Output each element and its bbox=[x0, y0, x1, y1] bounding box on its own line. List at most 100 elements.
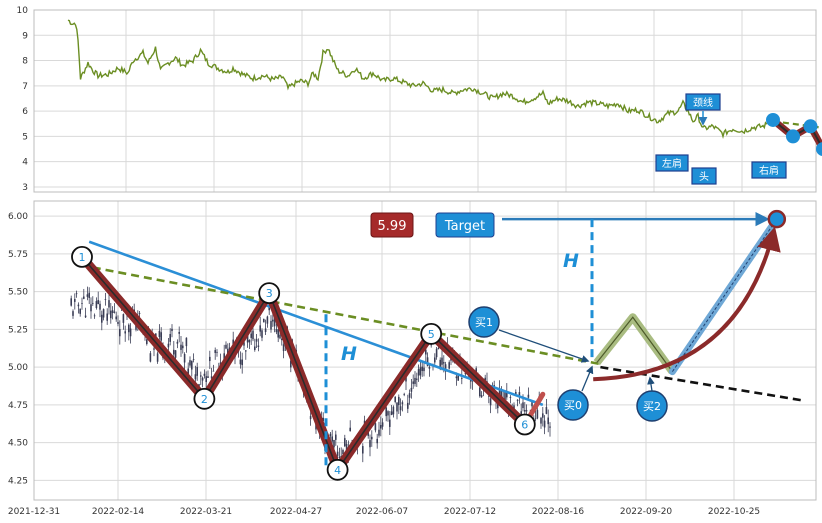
candle-body bbox=[264, 328, 267, 332]
bottom-pattern-lines bbox=[78, 209, 803, 475]
candle-body bbox=[290, 360, 292, 368]
candle-body bbox=[536, 410, 539, 419]
candle-body bbox=[138, 312, 141, 314]
pattern-point-circle bbox=[71, 245, 93, 268]
candle-body bbox=[187, 368, 189, 375]
candle-body bbox=[450, 358, 452, 361]
top-pattern-labels: 颈线 左肩 头 右肩 bbox=[655, 93, 787, 185]
candle-body bbox=[180, 344, 182, 350]
x-tick-label: 2021-12-31 bbox=[8, 507, 60, 517]
left-shoulder-label-box bbox=[655, 154, 689, 172]
candle-body bbox=[338, 456, 341, 458]
candle-body bbox=[443, 362, 445, 364]
price-label: 5.99 bbox=[378, 219, 407, 234]
candle-body bbox=[439, 359, 441, 367]
candle-body bbox=[518, 392, 521, 396]
candle-body bbox=[108, 300, 110, 308]
bottom-y-tick-label: 4.25 bbox=[8, 476, 28, 486]
candle-body bbox=[457, 375, 459, 381]
candle-body bbox=[504, 391, 506, 401]
price-label-box bbox=[370, 212, 414, 238]
pattern-point-label: 4 bbox=[334, 464, 341, 477]
candle-body bbox=[111, 310, 114, 313]
bottom-y-tick-label: 5.00 bbox=[8, 363, 28, 373]
candle-body bbox=[93, 315, 96, 317]
candle-body bbox=[461, 378, 463, 379]
candle-body bbox=[281, 338, 283, 341]
candle-body bbox=[146, 339, 148, 344]
bottom-y-tick-label: 4.50 bbox=[8, 439, 28, 449]
candle-body bbox=[475, 368, 477, 374]
candle-body bbox=[77, 304, 80, 307]
candle-body bbox=[434, 357, 436, 363]
x-tick-label: 2022-09-20 bbox=[620, 507, 673, 517]
candle-body bbox=[396, 402, 398, 412]
pattern-point-circle bbox=[326, 458, 349, 481]
zigzag-core bbox=[81, 256, 526, 472]
candle-body bbox=[178, 331, 180, 334]
candle-body bbox=[333, 439, 335, 448]
candle-body bbox=[106, 313, 108, 321]
candle-body bbox=[239, 359, 242, 365]
pattern-point-circle bbox=[513, 413, 536, 436]
candle-body bbox=[259, 325, 261, 332]
candle-body bbox=[250, 333, 252, 338]
candle-body bbox=[273, 317, 276, 327]
candle-body bbox=[444, 364, 447, 372]
head-label-box bbox=[691, 167, 717, 185]
candle-body bbox=[243, 342, 245, 346]
candle-body bbox=[322, 417, 324, 422]
candle-body bbox=[387, 411, 389, 416]
bottom-y-tick-label: 4.75 bbox=[8, 401, 28, 411]
candle-body bbox=[282, 344, 285, 352]
candle-body bbox=[506, 391, 508, 398]
candle-body bbox=[394, 396, 396, 402]
zigzag-outline bbox=[78, 253, 528, 475]
candle-body bbox=[498, 389, 501, 397]
pattern-point-circle bbox=[258, 282, 281, 305]
candle-body bbox=[531, 402, 533, 407]
top-y-tick-label: 4 bbox=[22, 158, 28, 168]
candle-body bbox=[435, 348, 438, 358]
pattern-point-label: 2 bbox=[201, 393, 208, 406]
candle-body bbox=[545, 407, 548, 414]
candle-body bbox=[480, 395, 483, 398]
candle-body bbox=[399, 406, 402, 411]
candle-body bbox=[196, 367, 198, 376]
top-plot-frame bbox=[33, 9, 817, 193]
candle-body bbox=[488, 395, 490, 397]
x-tick-label: 2022-03-21 bbox=[180, 507, 232, 517]
candle-body bbox=[252, 330, 254, 340]
candle-body bbox=[149, 353, 152, 362]
candle-body bbox=[390, 411, 393, 416]
candle-body bbox=[79, 308, 81, 314]
candle-body bbox=[515, 391, 517, 395]
top-y-tick-label: 10 bbox=[17, 6, 29, 16]
target-curve-arrow bbox=[593, 226, 781, 382]
candle-body bbox=[309, 416, 312, 420]
candle-body bbox=[484, 377, 486, 381]
candle-body bbox=[464, 372, 467, 375]
candle-body bbox=[97, 300, 99, 305]
candle-body bbox=[192, 359, 195, 360]
target-point-marker bbox=[767, 209, 787, 229]
candle-body bbox=[212, 370, 215, 372]
bottom-plot-frame bbox=[33, 200, 817, 501]
head-label: 头 bbox=[699, 171, 709, 183]
candle-body bbox=[543, 420, 546, 428]
top-pattern-point bbox=[786, 129, 800, 144]
candle-body bbox=[405, 376, 407, 382]
candle-body bbox=[374, 423, 377, 431]
candle-body bbox=[201, 377, 204, 381]
candle-body bbox=[369, 440, 371, 448]
neckline-label: 颈线 bbox=[693, 96, 713, 109]
top-y-tick-label: 9 bbox=[22, 31, 28, 41]
candle-body bbox=[349, 427, 351, 432]
candle-body bbox=[246, 333, 249, 343]
candle-body bbox=[189, 360, 191, 366]
bottom-y-tick-label: 5.50 bbox=[8, 288, 28, 298]
candle-body bbox=[225, 344, 227, 349]
candle-body bbox=[513, 405, 515, 410]
candle-body bbox=[540, 417, 542, 424]
candle-body bbox=[248, 339, 251, 343]
